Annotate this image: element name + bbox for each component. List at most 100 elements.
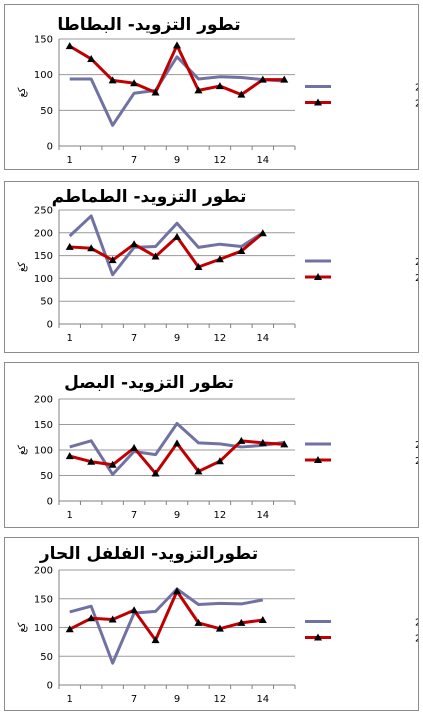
data-point-2017 [130, 79, 139, 87]
y-tick-label: 150 [34, 594, 53, 605]
data-point-2017 [130, 240, 139, 248]
y-tick-label: 0 [47, 497, 53, 508]
series-line-2016 [69, 587, 264, 665]
legend-label: الكمية 2017 [415, 273, 418, 284]
series-line-2016 [68, 214, 264, 277]
data-point-2017 [173, 439, 181, 447]
data-point-2017 [258, 75, 267, 83]
x-tick-label: 12 [214, 333, 227, 344]
x-tick-label: 14 [256, 510, 269, 521]
data-point-2017 [65, 452, 74, 460]
x-tick-label: 14 [256, 333, 269, 344]
data-point-2017 [215, 255, 224, 263]
y-tick-label: 100 [34, 70, 53, 81]
chart-panel-onion: تطور التزويد- البصل 0 50 100 150 200 كغ 1 7 9 12 14… [4, 362, 419, 528]
y-tick-label: 50 [40, 106, 53, 117]
legend-marker [314, 456, 322, 463]
chart-svg-onion: تطور التزويد- البصل 0 50 100 150 200 كغ 1 7 9 12 14… [17, 373, 418, 521]
x-tick-label: 1 [67, 333, 73, 344]
chart-svg-potato: تطور التزويد- البطاطا 0 50 100 150 كغ 1 7 9 12 14 ا… [17, 15, 418, 166]
data-point-2017 [173, 41, 181, 49]
x-tick-label: 12 [214, 155, 227, 166]
data-point-2017 [194, 618, 203, 626]
y-tick-label: 200 [34, 395, 53, 406]
series-line-2016 [69, 421, 285, 476]
y-tick-label: 150 [34, 251, 53, 262]
y-tick-label: 150 [34, 35, 53, 46]
y-tick-label: 50 [40, 297, 53, 308]
data-point-2017 [108, 615, 117, 623]
data-point-2017 [215, 457, 224, 465]
data-point-2017 [65, 625, 74, 633]
y-tick-label: 100 [34, 446, 53, 457]
data-point-2017 [237, 90, 246, 98]
x-tick-label: 9 [174, 694, 180, 705]
data-point-2017 [258, 438, 267, 446]
y-tick-label: 100 [34, 623, 53, 634]
data-point-2017 [87, 457, 96, 465]
x-tick-label: 9 [174, 510, 180, 521]
legend-label: الكمية 2016 [415, 257, 418, 268]
x-tick-label: 14 [256, 694, 269, 705]
data-point-2017 [258, 616, 267, 624]
data-point-2017 [151, 469, 160, 477]
series-line-2017 [68, 43, 285, 97]
y-tick-label: 100 [34, 274, 53, 285]
data-point-2017 [280, 440, 289, 448]
legend-label: الكمية 2017 [415, 634, 418, 645]
legend-label: الكمية 2017 [415, 99, 418, 110]
y-axis-label: كغ [17, 622, 28, 632]
y-axis-label: كغ [17, 87, 28, 97]
chart-panel-tomato: تطور التزويد- الطماطم 0 50 100 150 200 250 كغ 1 7… [4, 181, 419, 353]
data-point-2017 [194, 263, 203, 270]
data-point-2017 [87, 244, 96, 252]
data-point-2017 [237, 247, 246, 255]
series-line-2017 [69, 232, 264, 269]
x-tick-label: 1 [67, 510, 73, 521]
data-point-2017 [65, 242, 74, 250]
data-point-2017 [215, 624, 224, 632]
legend-marker [314, 633, 322, 641]
chart-svg-hot-pepper: تطورالتزويد- الفلفل الحار 0 50 100 150 200 كغ 1… [17, 544, 418, 705]
x-tick-label: 9 [174, 333, 180, 344]
data-point-2017 [151, 252, 160, 260]
legend-label: الكمية 2016 [415, 83, 418, 94]
data-point-2017 [237, 436, 246, 444]
y-tick-label: 0 [47, 681, 53, 692]
data-point-2017 [87, 54, 96, 62]
x-tick-label: 7 [131, 333, 137, 344]
y-tick-label: 250 [34, 206, 53, 217]
y-axis-label: كغ [17, 445, 28, 455]
x-tick-label: 12 [214, 694, 227, 705]
data-point-2017 [258, 229, 267, 237]
data-point-2017 [194, 467, 203, 475]
series-line-2017 [69, 589, 264, 642]
data-point-2017 [130, 606, 139, 614]
y-tick-label: 0 [47, 142, 53, 153]
chart-svg-tomato: تطور التزويد- الطماطم 0 50 100 150 200 250 كغ 1 7… [17, 187, 418, 344]
data-point-2017 [151, 636, 160, 644]
legend-marker [314, 273, 322, 280]
legend-marker [314, 98, 322, 106]
data-point-2017 [151, 88, 160, 96]
data-point-2017 [173, 587, 181, 595]
x-tick-label: 12 [214, 510, 227, 521]
chart-title: تطور التزويد- البطاطا [57, 15, 240, 35]
data-point-2017 [237, 618, 246, 626]
data-point-2017 [173, 232, 181, 240]
data-point-2017 [215, 82, 224, 90]
data-point-2017 [87, 614, 96, 622]
x-tick-label: 9 [174, 155, 180, 166]
x-tick-label: 1 [67, 694, 73, 705]
chart-panel-potato: تطور التزويد- البطاطا 0 50 100 150 كغ 1 7 9 12 14 ا… [4, 4, 419, 170]
x-tick-label: 7 [131, 694, 137, 705]
y-tick-label: 200 [34, 228, 53, 239]
chart-title: تطور التزويد- الطماطم [52, 187, 247, 207]
y-tick-label: 50 [40, 652, 53, 663]
x-tick-label: 1 [67, 155, 73, 166]
legend-label: الكمية 2017 [415, 456, 418, 467]
y-tick-label: 150 [34, 420, 53, 431]
x-tick-label: 14 [256, 155, 269, 166]
data-point-2017 [280, 75, 289, 83]
legend-label: الكمية 2016 [415, 618, 418, 629]
